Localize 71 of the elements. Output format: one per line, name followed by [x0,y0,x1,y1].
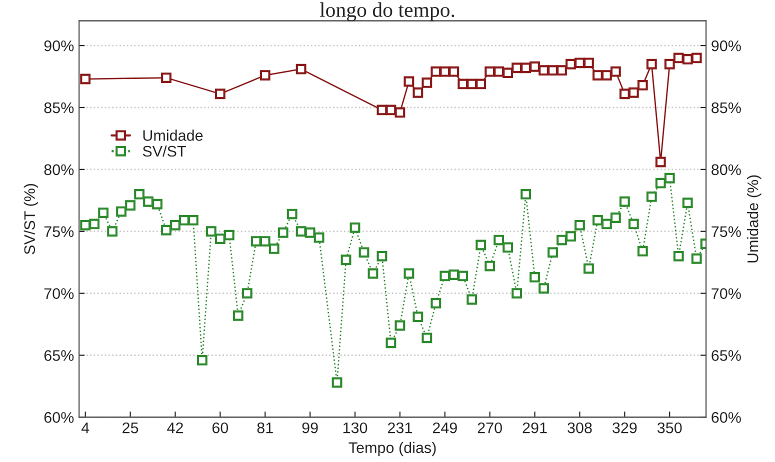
x-tick-label: 81 [257,422,273,434]
x-tick-label: 60 [212,422,228,434]
point [214,88,226,100]
x-tick-label: 130 [343,422,368,434]
x-tick-label: 99 [302,422,318,434]
x-tick-label: 350 [657,422,682,434]
point [682,54,693,64]
x-tick-label: 42 [167,422,183,434]
point [520,62,532,74]
point [610,66,621,77]
point [260,70,270,81]
y2-tick-label: 75% [712,226,741,238]
point [404,76,414,87]
y2-tick-label: 80% [712,164,741,176]
y2-axis-title: Umidade (%) [747,175,762,262]
point [422,78,432,88]
point [161,72,172,83]
point [440,66,450,77]
x-tick-label: 249 [432,422,457,434]
legend-label: Umidade [143,130,203,141]
y2-tick-label: 90% [712,40,741,52]
point [494,66,504,77]
y2-tick-label: 85% [712,102,741,114]
point [476,78,486,90]
chart-title: longo do tempo. [320,2,454,22]
y-axis-title: SV/ST (%) [24,184,38,254]
point [646,58,657,70]
point [530,61,540,72]
point [394,107,406,118]
point [556,65,567,76]
point [412,87,424,98]
point [566,58,576,70]
y-tick-label: 75% [44,226,74,238]
point [637,80,648,90]
x-tick-label: 270 [478,422,502,434]
y2-tick-label: 70% [712,288,741,299]
y2-tick-label: 60% [712,412,741,423]
point [628,87,639,98]
y-tick-label: 65% [44,350,74,361]
point [592,70,603,81]
legend-label: SV/ST [142,145,186,157]
y-tick-label: 90% [44,40,74,52]
point [673,52,684,64]
point [296,64,306,74]
point [691,52,702,64]
y2-tick-label: 65% [712,350,741,361]
y-tick-label: 80% [44,164,74,176]
point [619,88,630,100]
x-tick-label: 329 [612,422,637,434]
point [538,65,549,76]
x-tick-label: 25 [122,422,138,434]
y-tick-label: 60% [44,412,74,423]
y-tick-label: 70% [44,288,74,299]
y-tick-label: 85% [44,102,74,114]
point [574,58,585,68]
point [430,66,442,77]
point [655,156,666,168]
point [80,74,91,84]
x-tick-label: 308 [568,422,592,434]
x-tick-label: 291 [522,422,547,434]
point [502,68,514,78]
x-axis-title: Tempo (dias) [348,442,436,456]
x-tick-label: 4 [81,422,90,434]
point [548,65,558,76]
point [664,58,675,70]
point [484,66,496,77]
point [448,66,460,77]
point [512,62,522,74]
point [601,70,612,81]
x-tick-label: 231 [388,422,412,434]
point [584,58,594,68]
